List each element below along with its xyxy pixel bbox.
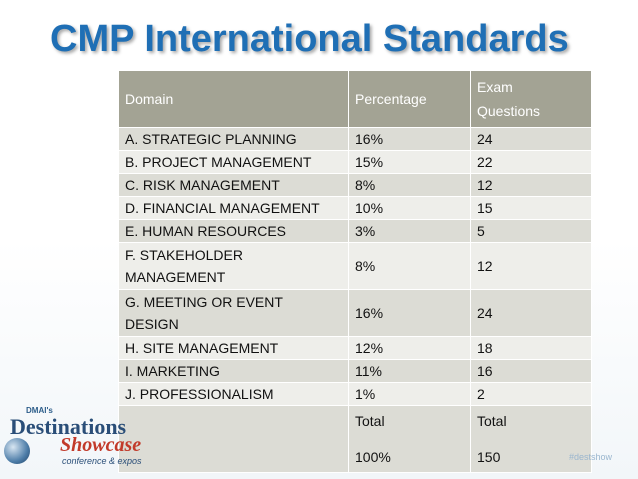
cell-questions: 12 — [470, 173, 592, 197]
cell-questions: 18 — [470, 336, 592, 360]
table-row: E. HUMAN RESOURCES 3% 5 — [118, 219, 592, 243]
cell-percentage: 8% — [348, 173, 471, 197]
logo-line1: Destinations — [10, 414, 127, 439]
destinations-showcase-logo: DMAI's Destinations Showcase conference … — [4, 404, 154, 474]
table-row: H. SITE MANAGEMENT 12% 18 — [118, 336, 592, 360]
table-row: I. MARKETING 11% 16 — [118, 359, 592, 383]
logo-line2: Showcase — [60, 434, 142, 456]
header-exam-line1: Exam — [477, 79, 513, 95]
header-exam-line2: Questions — [477, 103, 541, 119]
logo-top-text: DMAI's — [26, 406, 53, 415]
cell-percentage: 11% — [348, 359, 471, 383]
cell-domain-line1: G. MEETING OR EVENT — [125, 294, 283, 310]
cell-questions: 22 — [470, 150, 592, 174]
header-exam-questions: Exam Questions — [470, 70, 592, 128]
cell-questions: 16 — [470, 359, 592, 383]
total-percentage-label: Total — [355, 413, 385, 429]
cell-questions: 24 — [470, 127, 592, 151]
cell-domain: A. STRATEGIC PLANNING — [118, 127, 349, 151]
cell-percentage: 10% — [348, 196, 471, 220]
cell-domain: I. MARKETING — [118, 359, 349, 383]
table-total-row: Total 100% Total 150 — [118, 405, 592, 473]
cell-questions: 15 — [470, 196, 592, 220]
cell-domain: G. MEETING OR EVENT DESIGN — [118, 289, 349, 337]
cell-domain-line2: MANAGEMENT — [125, 269, 226, 285]
table-header-row: Domain Percentage Exam Questions — [118, 70, 592, 128]
cell-questions: 5 — [470, 219, 592, 243]
total-percentage-value: 100% — [355, 449, 391, 465]
cell-domain: J. PROFESSIONALISM — [118, 382, 349, 406]
cell-domain: C. RISK MANAGEMENT — [118, 173, 349, 197]
header-domain: Domain — [118, 70, 349, 128]
cell-questions: 2 — [470, 382, 592, 406]
cell-percentage: 3% — [348, 219, 471, 243]
slide-title: CMP International Standards — [50, 18, 569, 60]
header-percentage: Percentage — [348, 70, 471, 128]
cell-total-percentage: Total 100% — [348, 405, 471, 473]
cell-domain: F. STAKEHOLDER MANAGEMENT — [118, 242, 349, 290]
cell-percentage: 8% — [348, 242, 471, 290]
table-row: J. PROFESSIONALISM 1% 2 — [118, 382, 592, 406]
cell-percentage: 16% — [348, 127, 471, 151]
table-row: A. STRATEGIC PLANNING 16% 24 — [118, 127, 592, 151]
cell-percentage: 16% — [348, 289, 471, 337]
cell-domain: H. SITE MANAGEMENT — [118, 336, 349, 360]
footer-hashtag: #destshow — [568, 452, 612, 462]
domain-table: Domain Percentage Exam Questions A. STRA… — [118, 70, 592, 473]
cell-domain-line1: F. STAKEHOLDER — [125, 247, 243, 263]
table-row: C. RISK MANAGEMENT 8% 12 — [118, 173, 592, 197]
cell-domain: E. HUMAN RESOURCES — [118, 219, 349, 243]
table-row: D. FINANCIAL MANAGEMENT 10% 15 — [118, 196, 592, 220]
cell-questions: 12 — [470, 242, 592, 290]
cell-total-questions: Total 150 — [470, 405, 592, 473]
table-row: F. STAKEHOLDER MANAGEMENT 8% 12 — [118, 242, 592, 290]
cell-domain: D. FINANCIAL MANAGEMENT — [118, 196, 349, 220]
logo-line3: conference & expos — [62, 456, 142, 466]
table-row: B. PROJECT MANAGEMENT 15% 22 — [118, 150, 592, 174]
cell-total-empty — [118, 405, 349, 473]
cell-domain: B. PROJECT MANAGEMENT — [118, 150, 349, 174]
cell-percentage: 12% — [348, 336, 471, 360]
total-questions-label: Total — [477, 413, 507, 429]
cell-domain-line2: DESIGN — [125, 316, 179, 332]
globe-icon — [4, 438, 30, 464]
cell-questions: 24 — [470, 289, 592, 337]
table-row: G. MEETING OR EVENT DESIGN 16% 24 — [118, 289, 592, 337]
total-questions-value: 150 — [477, 449, 501, 465]
cell-percentage: 1% — [348, 382, 471, 406]
cell-percentage: 15% — [348, 150, 471, 174]
